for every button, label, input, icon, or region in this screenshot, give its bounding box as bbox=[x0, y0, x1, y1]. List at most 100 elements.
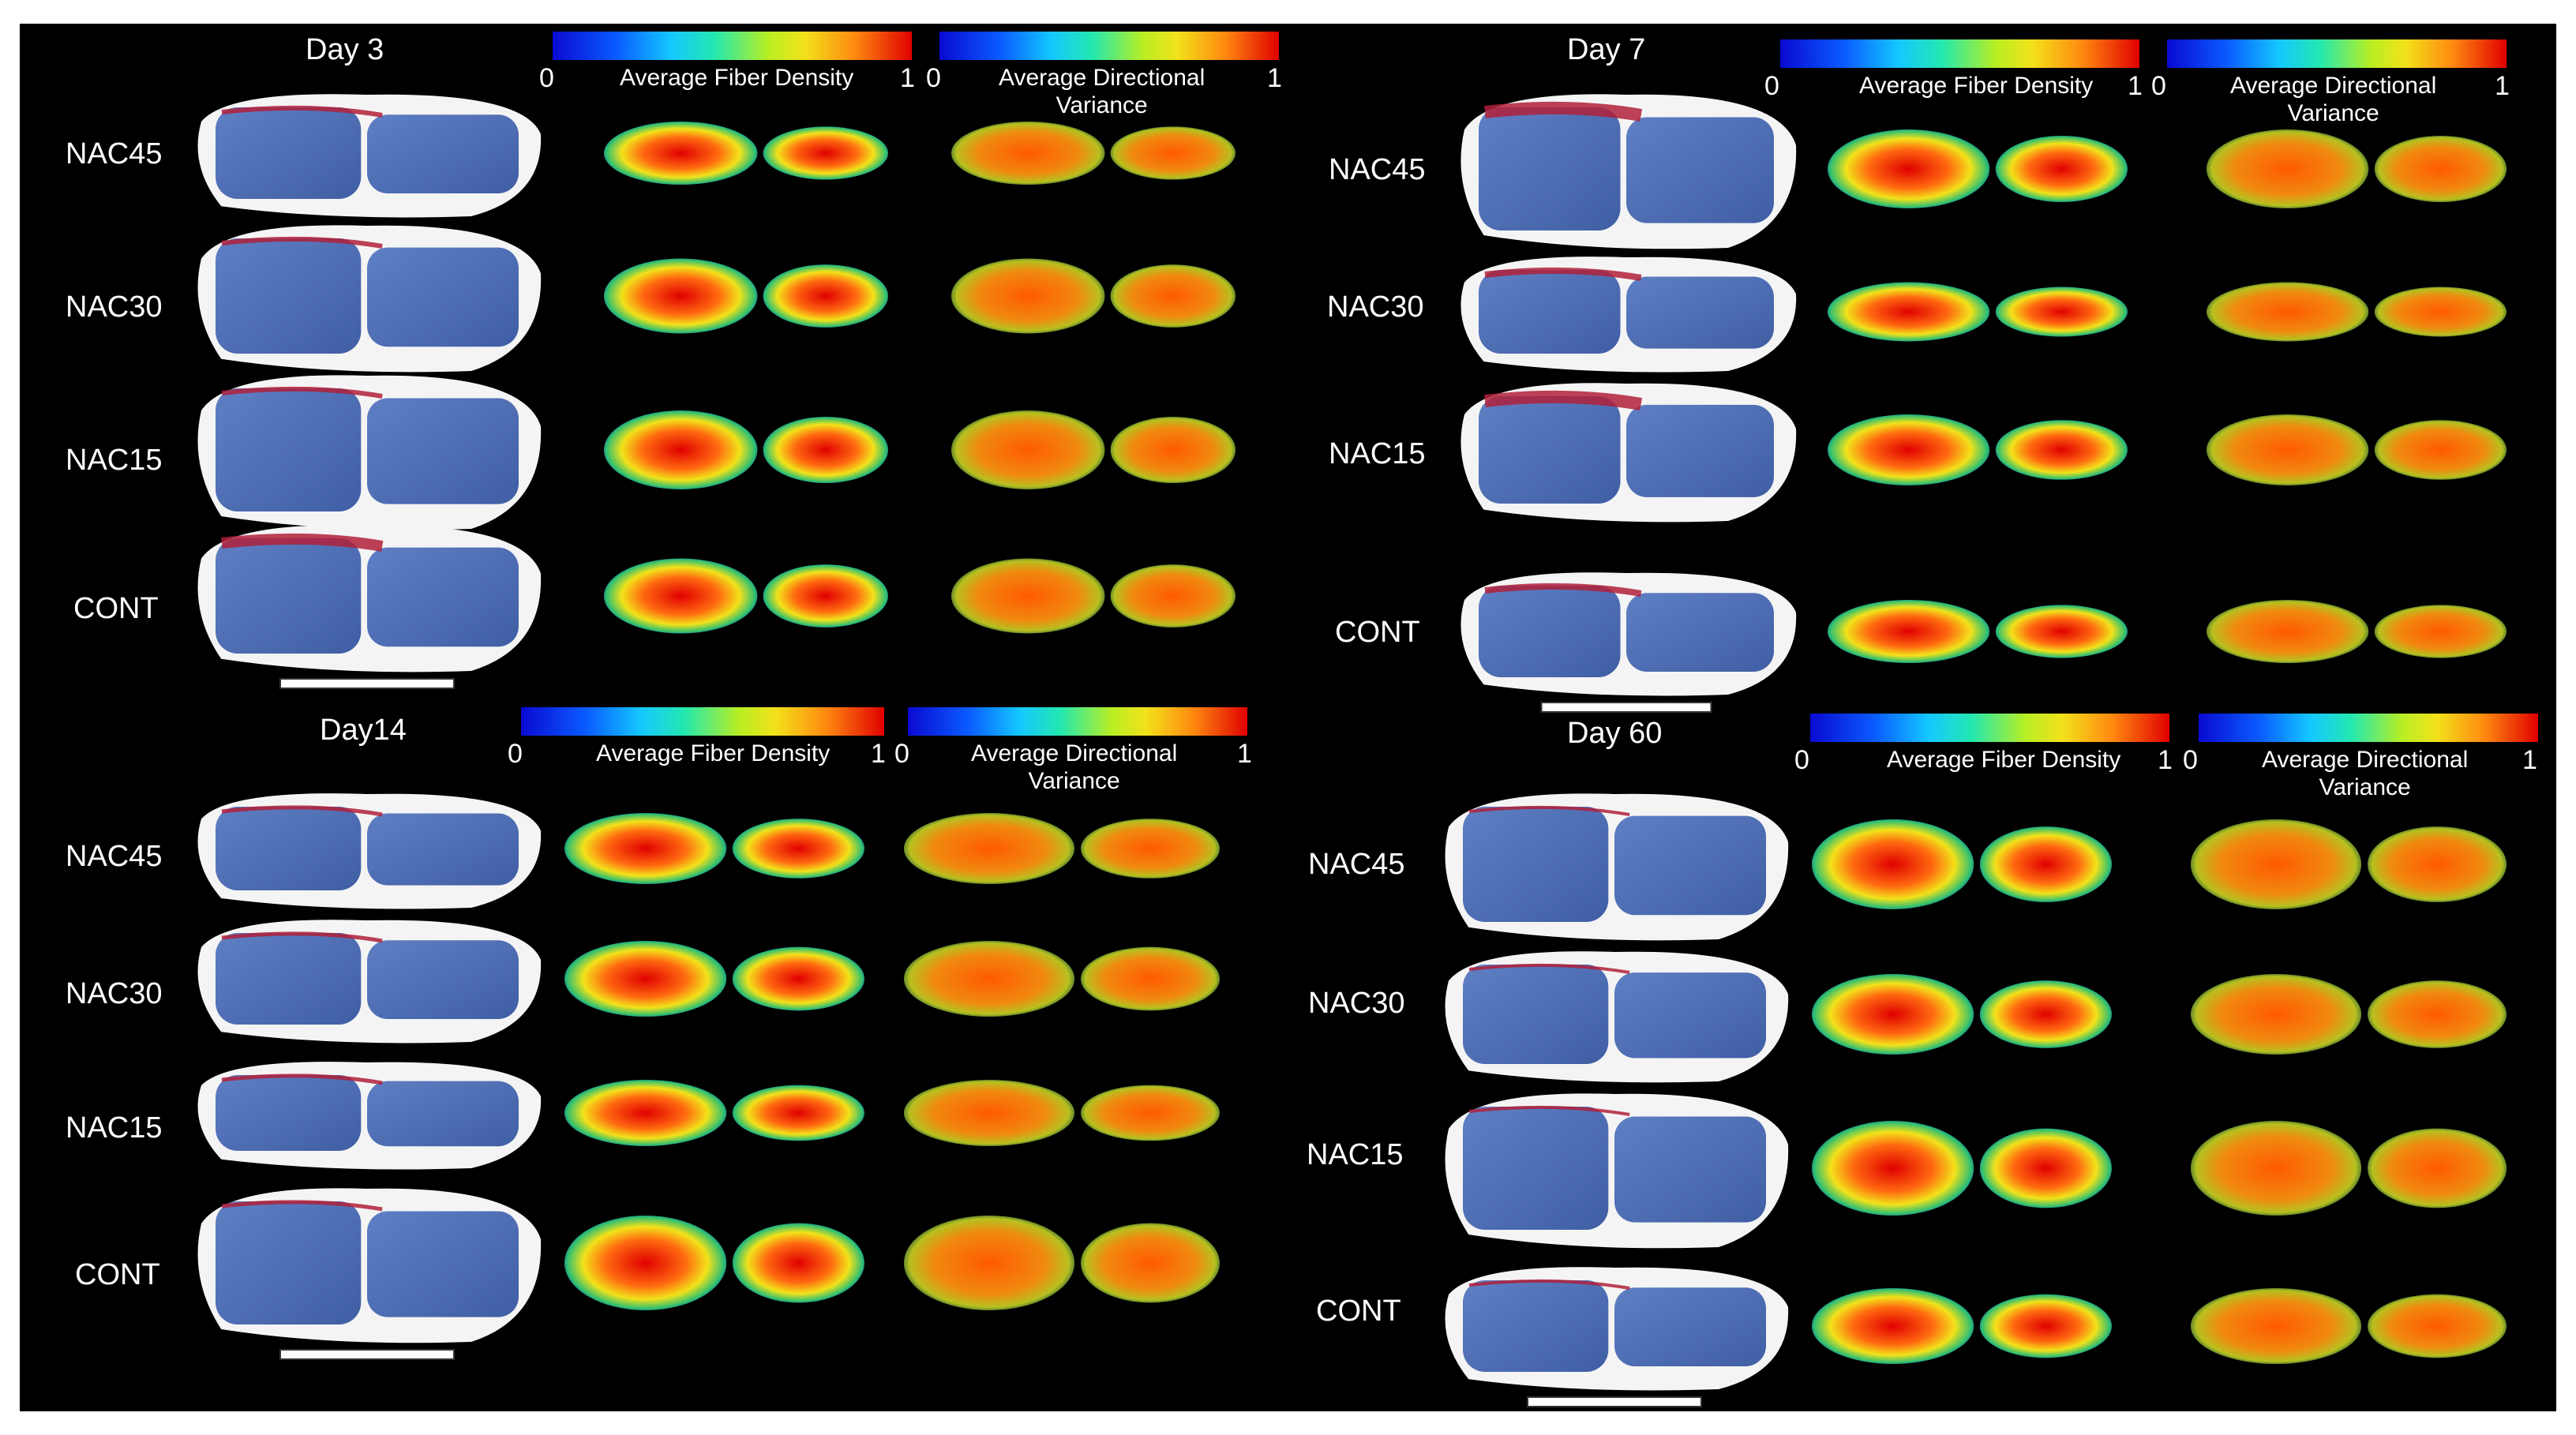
colorbar-min: 0 bbox=[2151, 71, 2166, 101]
tissue-section bbox=[1460, 257, 1797, 373]
heatmap-blob bbox=[1828, 282, 2128, 342]
tissue-section bbox=[197, 920, 542, 1043]
row-label-cont: CONT bbox=[1316, 1294, 1401, 1328]
heatmap-blob bbox=[564, 813, 864, 884]
colorbar-min: 0 bbox=[926, 63, 941, 93]
panel-title-day60: Day 60 bbox=[1567, 717, 1663, 750]
micrograph-figure: Day 3 NAC45 NAC30 NAC15 CONT 0 1 Average… bbox=[20, 24, 2556, 1411]
row-label-nac45: NAC45 bbox=[1329, 153, 1426, 186]
colorbar-max: 1 bbox=[2158, 745, 2173, 775]
colorbar-max: 1 bbox=[871, 739, 886, 769]
colorbar-min: 0 bbox=[1764, 71, 1779, 101]
heatmap-blob bbox=[2191, 819, 2507, 909]
colorbar-label: Average Directional Variance bbox=[2262, 747, 2469, 800]
colorbar-min: 0 bbox=[1794, 745, 1809, 775]
colorbar-max: 1 bbox=[2128, 71, 2143, 101]
colorbar-max: 1 bbox=[1237, 739, 1252, 769]
colorbar-directional-variance bbox=[2167, 39, 2507, 68]
tissue-section bbox=[197, 1188, 542, 1360]
tissue-section bbox=[197, 525, 542, 689]
colorbar-label: Average Fiber Density bbox=[1887, 747, 2121, 773]
heatmap-blob bbox=[951, 122, 1236, 185]
panel-title-day3: Day 3 bbox=[306, 33, 384, 66]
heatmap-blob bbox=[2207, 600, 2507, 663]
heatmap-blob bbox=[2191, 1288, 2507, 1364]
row-label-nac15: NAC15 bbox=[1307, 1138, 1404, 1171]
heatmap-blob bbox=[1812, 1121, 2112, 1216]
tissue-section bbox=[197, 1062, 542, 1170]
colorbar-label: Average Directional Variance bbox=[2230, 73, 2437, 126]
row-label-nac30: NAC30 bbox=[1327, 290, 1424, 324]
row-label-nac15: NAC15 bbox=[1329, 437, 1426, 470]
heatmap-blob bbox=[604, 410, 888, 489]
row-label-nac15: NAC15 bbox=[66, 444, 163, 477]
row-label-nac30: NAC30 bbox=[66, 290, 163, 324]
colorbar-max: 1 bbox=[2522, 745, 2537, 775]
heatmap-blob bbox=[1812, 974, 2112, 1055]
tissue-section bbox=[197, 225, 542, 373]
heatmap-blob bbox=[951, 258, 1236, 334]
tissue-section bbox=[1460, 383, 1797, 523]
row-label-nac45: NAC45 bbox=[66, 137, 163, 170]
colorbar-fiber-density bbox=[1780, 39, 2139, 68]
row-label-nac45: NAC45 bbox=[1308, 848, 1405, 881]
colorbar-min: 0 bbox=[2183, 745, 2198, 775]
panel-title-day14: Day14 bbox=[320, 714, 407, 747]
colorbar-label: Average Directional Variance bbox=[999, 65, 1206, 118]
heatmap-blob bbox=[564, 1216, 864, 1310]
tissue-section bbox=[1445, 793, 1789, 941]
tissue-section bbox=[197, 793, 542, 909]
colorbar-label: Average Fiber Density bbox=[620, 65, 854, 91]
colorbar-fiber-density bbox=[553, 32, 912, 60]
row-label-nac45: NAC45 bbox=[66, 840, 163, 873]
heatmap-blob bbox=[564, 941, 864, 1017]
row-label-cont: CONT bbox=[1335, 616, 1420, 649]
colorbar-directional-variance bbox=[908, 707, 1247, 736]
colorbar-label: Average Fiber Density bbox=[1859, 73, 2094, 99]
panel-title-day7: Day 7 bbox=[1567, 33, 1646, 66]
heatmap-blob bbox=[1828, 600, 2128, 663]
colorbar-fiber-density bbox=[1810, 714, 2169, 742]
colorbar-max: 1 bbox=[1267, 63, 1282, 93]
heatmap-blob bbox=[1812, 819, 2112, 909]
heatmap-blob bbox=[2207, 282, 2507, 342]
heatmap-blob bbox=[604, 122, 888, 185]
row-label-cont: CONT bbox=[75, 1258, 160, 1291]
heatmap-blob bbox=[1828, 414, 2128, 485]
tissue-images bbox=[197, 94, 2507, 1407]
heatmap-blob bbox=[951, 558, 1236, 634]
heatmap-blob bbox=[1828, 129, 2128, 208]
heatmap-blob bbox=[564, 1080, 864, 1146]
row-label-nac15: NAC15 bbox=[66, 1111, 163, 1145]
heatmap-blob bbox=[904, 941, 1220, 1017]
heatmap-blob bbox=[904, 1216, 1220, 1310]
colorbar-label: Average Fiber Density bbox=[596, 740, 831, 766]
tissue-section bbox=[1445, 951, 1789, 1083]
row-label-nac30: NAC30 bbox=[66, 977, 163, 1010]
tissue-section bbox=[197, 94, 542, 218]
heatmap-blob bbox=[904, 1080, 1220, 1146]
heatmap-blob bbox=[2207, 129, 2507, 208]
colorbar-fiber-density bbox=[521, 707, 884, 736]
row-label-nac30: NAC30 bbox=[1308, 987, 1405, 1020]
row-label-cont: CONT bbox=[73, 592, 159, 625]
colorbar-min: 0 bbox=[894, 739, 909, 769]
colorbar-directional-variance bbox=[939, 32, 1279, 60]
colorbar-label: Average Directional Variance bbox=[971, 740, 1178, 794]
heatmap-blob bbox=[1812, 1288, 2112, 1364]
heatmap-blob bbox=[2191, 974, 2507, 1055]
tissue-section bbox=[1460, 572, 1797, 713]
tissue-section bbox=[1445, 1267, 1789, 1407]
colorbar-min: 0 bbox=[539, 63, 554, 93]
heatmap-blob bbox=[2207, 414, 2507, 485]
heatmap-blob bbox=[2191, 1121, 2507, 1216]
tissue-section bbox=[197, 375, 542, 530]
colorbar-max: 1 bbox=[900, 63, 915, 93]
tissue-section bbox=[1445, 1093, 1789, 1249]
colorbar-max: 1 bbox=[2495, 71, 2510, 101]
heatmap-blob bbox=[604, 258, 888, 334]
colorbar-directional-variance bbox=[2199, 714, 2538, 742]
tissue-section bbox=[1460, 94, 1797, 249]
heatmap-blob bbox=[951, 410, 1236, 489]
heatmap-blob bbox=[604, 558, 888, 634]
